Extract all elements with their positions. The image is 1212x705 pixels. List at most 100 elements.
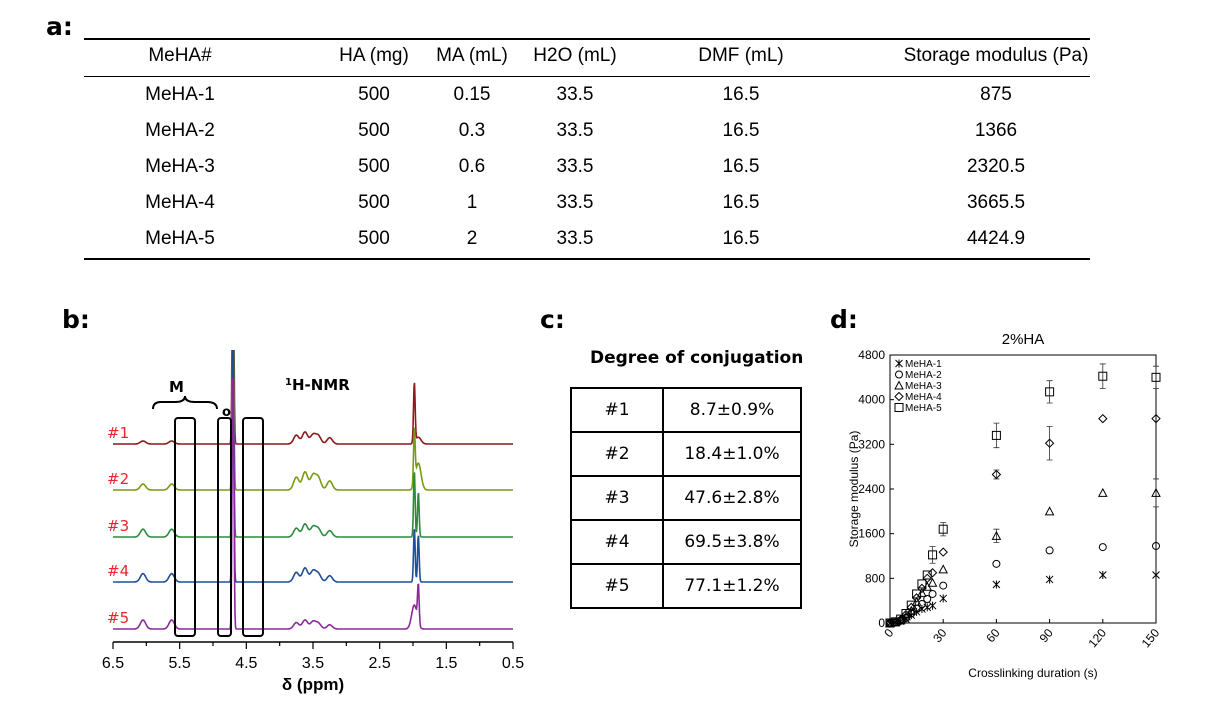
data-point [890,617,900,627]
y-tick-label: 0 [878,616,885,630]
x-tick-label: 120 [1085,626,1109,651]
data-point [912,589,922,599]
nmr-spectrum-line [113,350,513,583]
data-point [1097,487,1108,497]
error-bar [1046,380,1053,404]
sample-id: #1 [570,387,664,433]
conjugation-value: 69.5±3.8% [662,519,802,565]
conjugation-row: #2 18.4±1.0% [570,431,802,477]
table-cell: MeHA-3 [145,156,215,177]
table-top-rule [84,38,1090,40]
series-meha-5 [885,363,1161,628]
spectrum-label: #4 [107,562,129,580]
table-cell: 16.5 [722,120,760,141]
y-tick-label: 2400 [858,482,885,496]
y-tick-label: 4800 [858,348,885,362]
peak-label-m: M [169,378,184,396]
nmr-x-tick-label: 4.5 [235,655,257,672]
peak-box [217,417,232,637]
x-tick-label: 60 [983,626,1003,645]
data-point [906,600,916,610]
table-cell: 2 [466,228,478,249]
data-point [917,583,927,594]
table-cell: 2320.5 [966,156,1026,177]
data-point [992,559,1001,568]
table-cell: 1 [466,192,478,213]
data-point [1151,413,1161,424]
data-point [927,568,938,578]
conjugation-row: #1 8.7±0.9% [570,387,802,433]
data-point [1044,438,1055,448]
data-point [917,587,927,597]
table-cell: MeHA-2 [145,120,215,141]
legend-marker [894,391,904,402]
data-point [896,614,906,624]
data-point [928,601,937,610]
table-cell: 500 [358,120,390,141]
table-cell: MeHA-4 [145,192,215,213]
conjugation-value: 77.1±1.2% [662,563,802,609]
table-header-cell: DMF (mL) [698,45,784,66]
data-point [991,530,1002,540]
data-point [1152,570,1160,579]
table-cell: 500 [358,156,390,177]
y-tick-label: 800 [865,571,885,585]
table-bottom-rule [84,258,1090,260]
table-cell: 33.5 [556,120,594,141]
peak-box [242,417,264,637]
error-bar [1099,363,1106,389]
y-tick-label: 1600 [858,527,885,541]
legend-marker [894,380,904,390]
data-point [1098,413,1108,424]
conjugation-row: #5 77.1±1.2% [570,563,802,609]
table-cell: 875 [980,84,1012,105]
panel-label-a: a: [46,12,73,41]
peak-bracket [152,395,218,410]
legend-entry: MeHA-1 [905,359,942,370]
y-tick-label: 4000 [858,393,885,407]
table-cell: 4424.9 [966,228,1026,249]
table-cell: 16.5 [722,156,760,177]
conjugation-table-title: Degree of conjugation [590,348,804,368]
table-header-cell: HA (mg) [339,45,409,66]
data-point [1151,372,1161,382]
peak-box [174,417,196,637]
nmr-x-tick-label: 6.5 [102,655,124,672]
data-point [906,605,917,615]
spectrum-label: #3 [107,517,129,535]
error-bar [993,422,1000,449]
panel-label-d: d: [830,305,858,334]
y-tick-label: 3200 [858,437,885,451]
series-meha-2 [886,541,1160,627]
error-bar [993,469,1000,480]
data-point [923,594,932,603]
peak-label-o: o [222,405,231,420]
spectrum-label: #1 [107,424,129,442]
error-bar [929,546,936,564]
nmr-spectrum-line [113,350,513,445]
error-bar [1153,478,1159,508]
table-cell: 0.15 [453,84,491,105]
conjugation-value: 47.6±2.8% [662,475,802,521]
data-point [1152,541,1160,550]
table-cell: 500 [358,84,390,105]
table-cell: 500 [358,228,390,249]
data-point [901,609,911,620]
data-point [938,564,949,574]
data-point [906,602,916,613]
legend-entry: MeHA-2 [905,370,942,381]
table-header-cell: MA (mL) [436,45,508,66]
data-point [1151,487,1161,497]
nmr-x-tick-label: 1.5 [435,655,457,672]
data-point [1098,543,1107,552]
table-cell: MeHA-1 [145,84,215,105]
x-tick-label: 30 [930,626,950,645]
table-cell: 16.5 [722,228,760,249]
data-point [922,573,932,584]
panel-label-b: b: [62,305,90,334]
storage-modulus-chart: 2%HA 0 800 1600 2400 3200 4000 4800 0 30 60 90 120 15… [847,331,1163,680]
nmr-x-tick-label: 3.5 [302,655,324,672]
sample-id: #2 [570,431,664,477]
table-header-rule [84,76,1090,77]
table-cell: 1366 [974,120,1018,141]
